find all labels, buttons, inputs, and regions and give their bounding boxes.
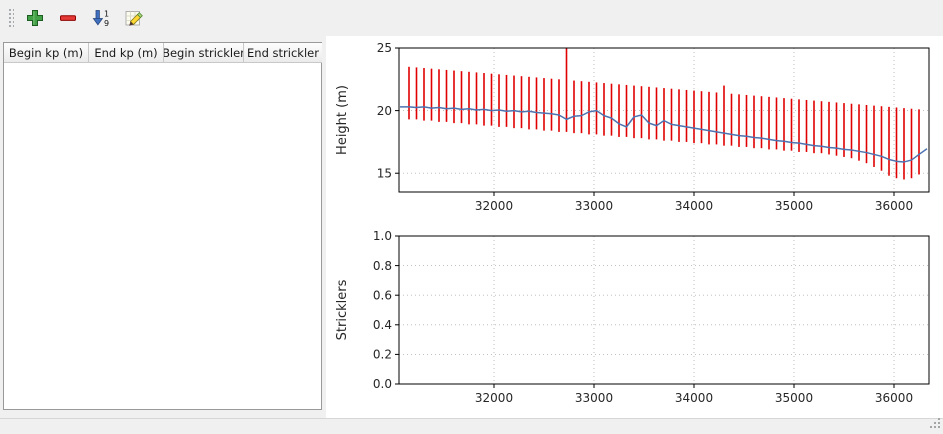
column-header-end-strickler[interactable]: End strickler: [244, 43, 323, 63]
svg-text:36000: 36000: [875, 391, 913, 405]
svg-text:15: 15: [377, 166, 392, 180]
svg-text:0.6: 0.6: [373, 288, 392, 302]
add-row-button[interactable]: [21, 4, 49, 32]
svg-text:32000: 32000: [475, 391, 513, 405]
toolbar: 1 9: [0, 0, 943, 36]
svg-text:0.4: 0.4: [373, 318, 392, 332]
column-header-begin-strickler[interactable]: Begin strickler: [164, 43, 244, 63]
height-figure: 32000 33000 34000 35000 36000 15 20 25 Height (m…: [326, 36, 943, 228]
svg-text:0.0: 0.0: [373, 377, 392, 391]
svg-text:25: 25: [377, 41, 392, 55]
sort-rows-button[interactable]: 1 9: [87, 4, 115, 32]
panel-splitter[interactable]: [322, 36, 326, 418]
svg-text:9: 9: [104, 19, 109, 28]
resize-grip[interactable]: [928, 416, 941, 432]
column-header-end-kp-m[interactable]: End kp (m): [89, 43, 164, 63]
stricklers-figure: 32000 33000 34000 35000 36000 0.0 0.2 0.4 0.6 0.8…: [326, 228, 943, 418]
svg-text:1: 1: [104, 10, 109, 19]
svg-text:0.8: 0.8: [373, 259, 392, 273]
table-body: [4, 63, 321, 409]
edit-icon: [124, 8, 144, 28]
remove-row-button[interactable]: [54, 4, 82, 32]
svg-text:33000: 33000: [575, 391, 613, 405]
toolbar-drag-handle[interactable]: [7, 7, 14, 29]
svg-text:Stricklers: Stricklers: [335, 279, 350, 340]
svg-text:34000: 34000: [675, 391, 713, 405]
minus-icon: [58, 8, 78, 28]
status-text: [0, 420, 6, 433]
svg-text:Height (m): Height (m): [335, 85, 350, 155]
table-header-row: Begin kp (m) End kp (m) Begin strickler End…: [4, 43, 323, 63]
charts-panel: 32000 33000 34000 35000 36000 15 20 25 Height (m…: [326, 36, 943, 418]
stricklers-chart-canvas: 32000 33000 34000 35000 36000 0.0 0.2 0.4 0.6 0.8…: [326, 228, 943, 418]
svg-text:33000: 33000: [575, 199, 613, 213]
status-bar: [0, 418, 943, 434]
svg-text:34000: 34000: [675, 199, 713, 213]
svg-text:35000: 35000: [775, 199, 813, 213]
svg-text:0.2: 0.2: [373, 348, 392, 362]
strickler-table: Begin kp (m) End kp (m) Begin strickler End…: [3, 42, 323, 410]
sort-numeric-icon: 1 9: [91, 8, 111, 28]
svg-text:1.0: 1.0: [373, 229, 392, 243]
plus-icon: [25, 8, 45, 28]
svg-text:36000: 36000: [875, 199, 913, 213]
column-header-begin-kp-m[interactable]: Begin kp (m): [4, 43, 89, 63]
svg-text:35000: 35000: [775, 391, 813, 405]
main-area: Begin kp (m) End kp (m) Begin strickler End…: [0, 36, 943, 418]
strickler-table-panel: Begin kp (m) End kp (m) Begin strickler End…: [0, 36, 323, 418]
svg-text:20: 20: [377, 104, 392, 118]
height-chart-canvas: 32000 33000 34000 35000 36000 15 20 25 Height (m…: [326, 36, 943, 228]
svg-text:32000: 32000: [475, 199, 513, 213]
edit-stricklers-button[interactable]: [120, 4, 148, 32]
